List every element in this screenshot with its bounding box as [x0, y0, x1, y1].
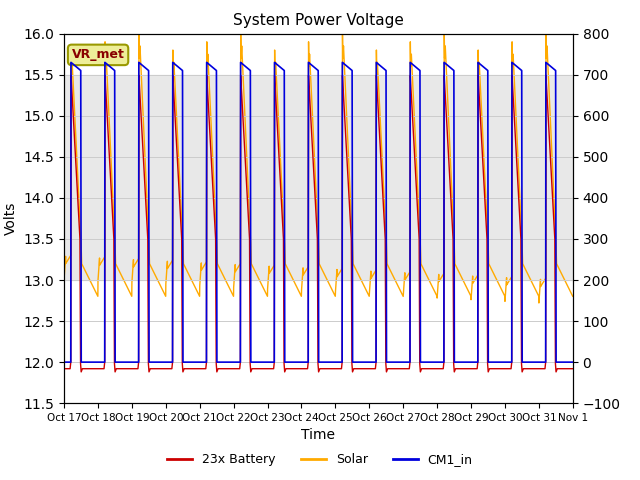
X-axis label: Time: Time — [301, 429, 335, 443]
Bar — [64, 75, 573, 280]
Y-axis label: Volts: Volts — [4, 202, 18, 235]
Legend: 23x Battery, Solar, CM1_in: 23x Battery, Solar, CM1_in — [163, 448, 477, 471]
Text: VR_met: VR_met — [72, 48, 125, 61]
Title: System Power Voltage: System Power Voltage — [233, 13, 404, 28]
